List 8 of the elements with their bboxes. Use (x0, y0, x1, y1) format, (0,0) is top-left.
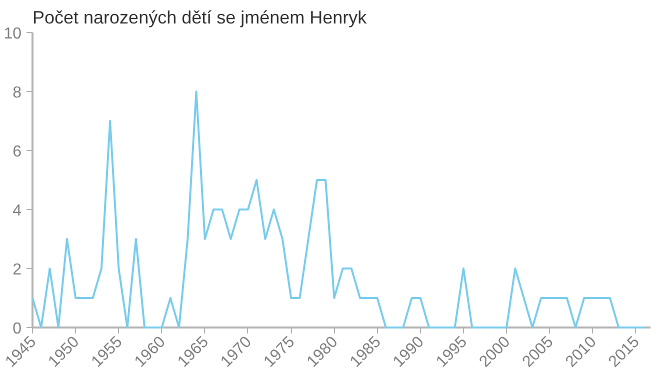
chart-title: Počet narozených dětí se jménem Henryk (32, 8, 368, 28)
y-tick-label: 2 (12, 262, 22, 278)
line-series (32, 90, 646, 328)
y-tick-label: 0 (12, 320, 22, 338)
y-tick-label: 4 (12, 202, 22, 220)
y-tick-label: 6 (12, 144, 22, 160)
y-tick-label: 10 (4, 26, 22, 42)
y-tick-label: 8 (12, 84, 22, 102)
